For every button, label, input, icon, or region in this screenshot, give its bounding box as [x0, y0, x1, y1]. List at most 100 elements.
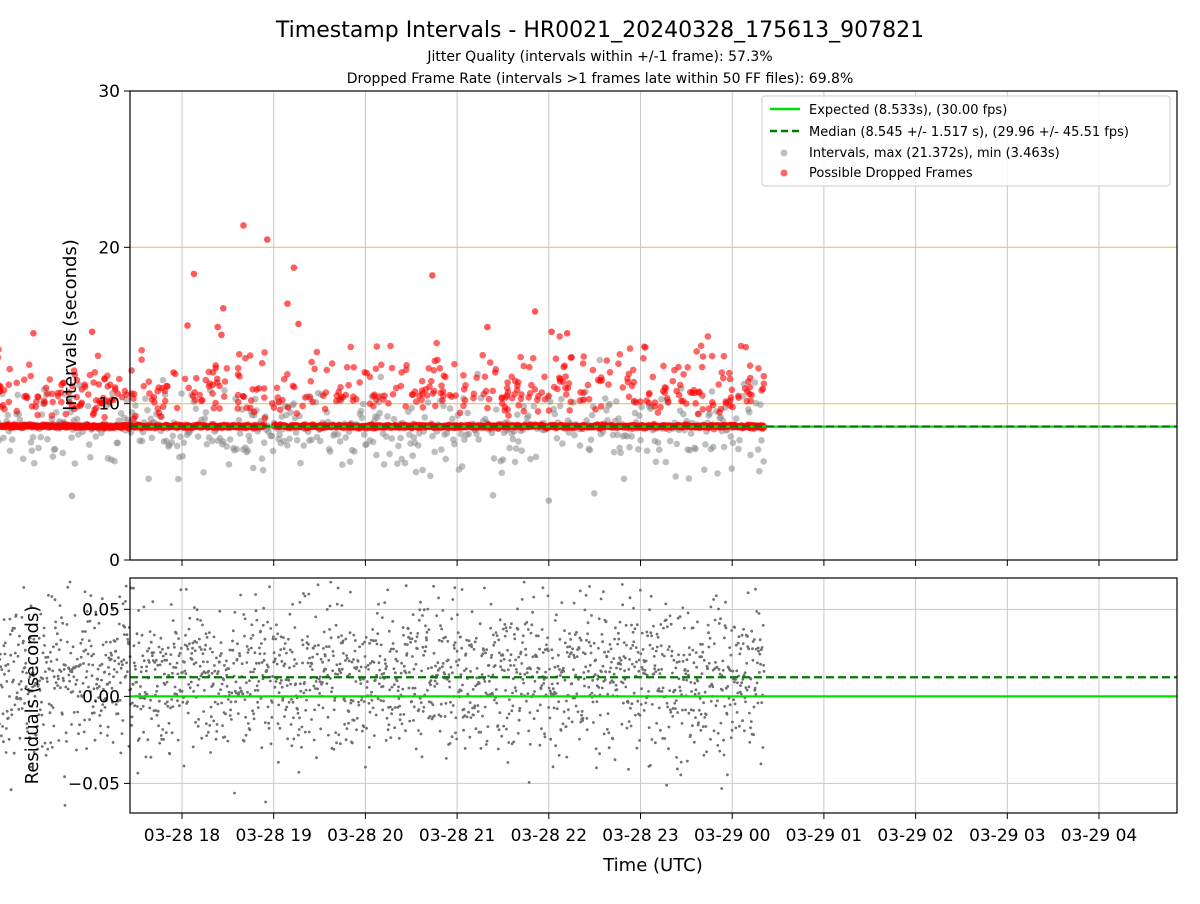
residual-point — [595, 747, 598, 750]
residual-point — [557, 700, 560, 703]
residual-point — [63, 668, 66, 671]
residual-point — [141, 634, 144, 637]
chart-title: Timestamp Intervals - HR0021_20240328_17… — [275, 18, 924, 43]
residual-point — [61, 713, 64, 716]
residual-point — [279, 648, 282, 651]
dropped-frame-point — [170, 369, 177, 376]
dropped-frame-point — [553, 355, 560, 362]
residual-point — [315, 680, 318, 683]
residual-point — [474, 641, 477, 644]
residual-point — [549, 738, 552, 741]
residual-point — [455, 660, 458, 663]
residual-point — [280, 660, 283, 663]
residual-point — [264, 721, 267, 724]
residual-point — [355, 728, 358, 731]
dropped-frame-point — [247, 352, 254, 359]
residual-point — [341, 668, 344, 671]
intervals-y-tick-label: 20 — [98, 238, 120, 258]
residual-point — [262, 624, 265, 627]
residual-point — [358, 704, 361, 707]
dropped-frame-point — [209, 390, 216, 397]
residual-point — [206, 661, 209, 664]
residual-point — [68, 680, 71, 683]
residual-point — [270, 742, 273, 745]
residual-point — [696, 621, 699, 624]
residual-point — [413, 693, 416, 696]
dropped-frame-point — [650, 374, 657, 381]
residual-point — [284, 642, 287, 645]
residual-point — [625, 644, 628, 647]
dropped-frame-point — [430, 390, 437, 397]
dropped-frame-point — [193, 375, 200, 382]
residual-point — [47, 594, 50, 597]
residual-point — [376, 632, 379, 635]
residual-point — [634, 627, 637, 630]
residual-point — [148, 647, 151, 650]
residual-point — [349, 631, 352, 634]
residual-point — [540, 727, 543, 730]
residual-point — [205, 722, 208, 725]
residual-point — [125, 585, 128, 588]
dropped-frame-point — [486, 396, 493, 403]
residual-point — [522, 634, 525, 637]
residual-point — [536, 671, 539, 674]
residual-point — [502, 654, 505, 657]
residual-point — [434, 665, 437, 668]
residual-point — [339, 742, 342, 745]
interval-point — [244, 447, 251, 454]
residual-point — [370, 691, 373, 694]
residual-point — [313, 708, 316, 711]
residual-point — [336, 663, 339, 666]
residual-point — [118, 595, 121, 598]
dropped-frame-point — [504, 385, 511, 392]
residual-point — [578, 738, 581, 741]
residual-point — [217, 692, 220, 695]
residual-point — [604, 678, 607, 681]
residual-point — [532, 596, 535, 599]
residual-point — [77, 732, 80, 735]
residual-point — [622, 702, 625, 705]
residual-point — [565, 725, 568, 728]
residual-point — [624, 657, 627, 660]
residual-point — [409, 632, 412, 635]
interval-point — [686, 475, 693, 482]
residual-point — [416, 635, 419, 638]
dropped-frame-point — [284, 300, 291, 307]
residual-point — [297, 712, 300, 715]
residual-point — [411, 637, 414, 640]
residual-point — [664, 603, 667, 606]
residual-point — [649, 764, 652, 767]
residual-point — [171, 731, 174, 734]
residual-point — [475, 676, 478, 679]
residual-point — [59, 686, 62, 689]
interval-point — [132, 402, 139, 409]
residual-point — [3, 618, 6, 621]
dropped-frame-point — [684, 364, 691, 371]
dropped-frame-point — [185, 385, 192, 392]
residual-point — [90, 645, 93, 648]
residual-point — [336, 603, 339, 606]
dropped-frame-point — [90, 410, 97, 417]
residual-point — [361, 643, 364, 646]
residual-point — [451, 598, 454, 601]
residual-point — [49, 741, 52, 744]
residual-point — [421, 755, 424, 758]
residual-point — [503, 623, 506, 626]
dropped-frame-point — [761, 373, 768, 380]
dropped-frame-point — [719, 369, 726, 376]
interval-point — [177, 433, 184, 440]
residual-point — [170, 603, 173, 606]
residual-point — [548, 668, 551, 671]
residual-point — [220, 652, 223, 655]
residual-point — [88, 718, 91, 721]
residual-point — [641, 632, 644, 635]
interval-point — [342, 434, 349, 441]
residual-point — [575, 692, 578, 695]
interval-point — [195, 433, 202, 440]
residual-point — [402, 634, 405, 637]
dropped-frame-point — [590, 367, 597, 374]
dropped-frame-point — [563, 391, 570, 398]
residual-point — [360, 666, 363, 669]
residual-point — [309, 689, 312, 692]
